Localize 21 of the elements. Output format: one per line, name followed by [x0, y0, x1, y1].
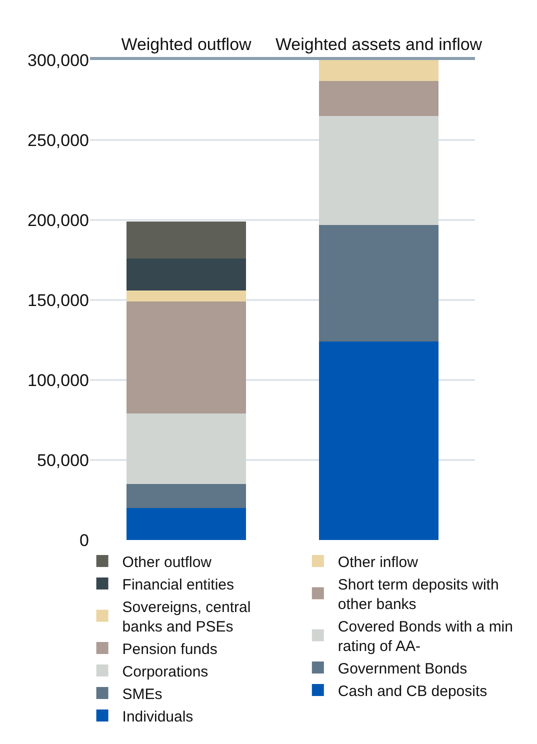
legend-label: Individuals	[122, 708, 194, 726]
y-tick-label: 50,000	[37, 450, 89, 470]
legend-label: Short term deposits with other banks	[338, 576, 499, 613]
legend-label: Other inflow	[338, 554, 418, 571]
y-tick-label: 100,000	[28, 370, 89, 390]
legend-label: Corporations	[122, 663, 208, 680]
x-tick-label: Weighted outflow	[121, 35, 252, 54]
y-tick-label: 0	[80, 530, 89, 550]
y-tick-label: 300,000	[28, 50, 89, 70]
legend-label: Other outflow	[122, 554, 212, 571]
y-tick-label: 250,000	[28, 130, 89, 150]
legend-label: Financial entities	[122, 576, 234, 594]
legend-label: Pension funds	[122, 640, 218, 658]
legend-label: SMEs	[122, 686, 162, 703]
legend-label: Cash and CB deposits	[338, 682, 488, 700]
legend-label: Government Bonds	[338, 660, 468, 678]
y-tick-label: 200,000	[28, 210, 89, 230]
legend-label: Covered Bonds with a min rating of AA-	[338, 618, 513, 655]
x-tick-label: Weighted assets and inflow	[275, 35, 483, 54]
y-tick-label: 150,000	[28, 290, 89, 310]
legend-label: Sovereigns, central banks and PSEs	[122, 598, 251, 636]
